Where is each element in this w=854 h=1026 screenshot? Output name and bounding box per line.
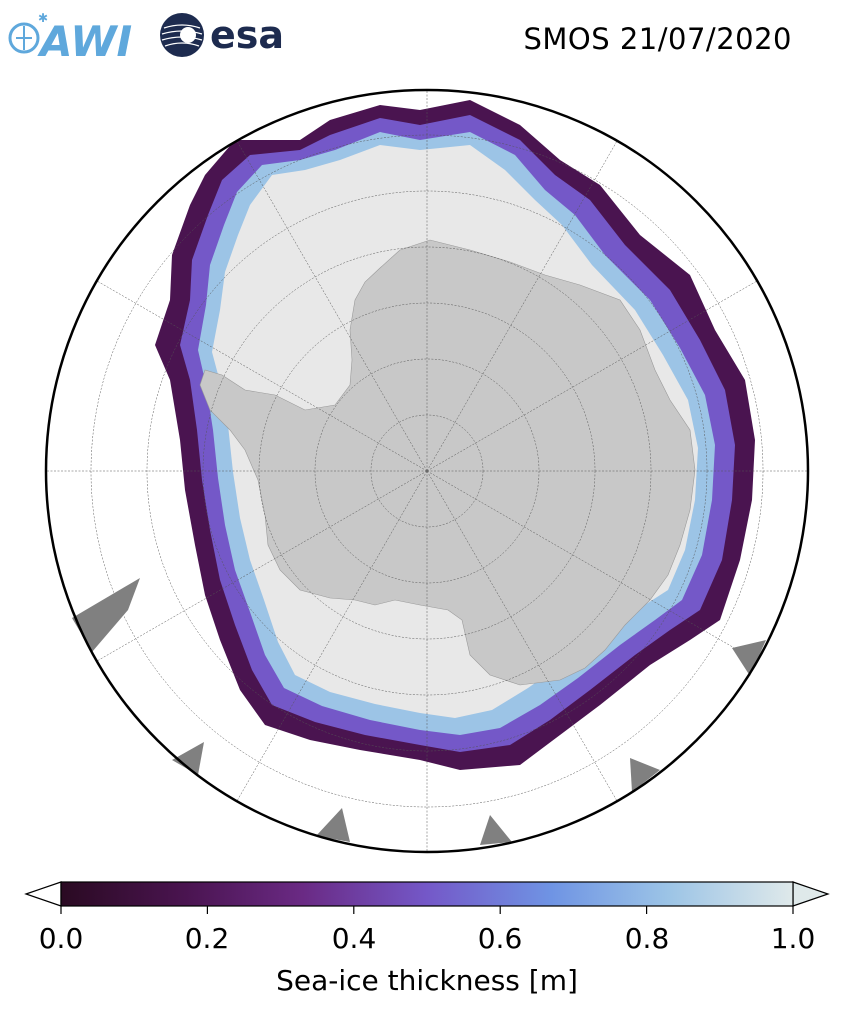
- colorbar-tick-label: 0.0: [38, 922, 84, 955]
- colorbar-tick-label: 0.6: [477, 922, 523, 955]
- antarctica-land: [199, 239, 696, 686]
- colorbar-tick-label: 1.0: [770, 922, 816, 955]
- sea-ice-map: [44, 88, 810, 854]
- map-title: SMOS 21/07/2020: [523, 22, 792, 56]
- colorbar-gradient: [60, 881, 794, 907]
- esa-logo: esa: [160, 13, 284, 57]
- esa-logo-text: esa: [210, 13, 284, 57]
- colorbar: [24, 881, 830, 914]
- no-data-patches: [72, 578, 766, 845]
- awi-logo-text: AWI: [37, 17, 132, 62]
- colorbar-tick-label: 0.8: [624, 922, 670, 955]
- awi-logo: ✱ AWI: [8, 11, 132, 62]
- svg-text:✱: ✱: [38, 11, 48, 25]
- map-boundary: [44, 88, 810, 854]
- colorbar-ticks: [60, 906, 794, 914]
- colorbar-extend-high: [792, 881, 830, 907]
- colorbar-extend-low: [24, 881, 62, 907]
- colorbar-tick-label: 0.2: [184, 922, 230, 955]
- colorbar-label: Sea-ice thickness [m]: [276, 964, 578, 997]
- colorbar-tick-label: 0.4: [331, 922, 377, 955]
- meridians: [46, 90, 808, 852]
